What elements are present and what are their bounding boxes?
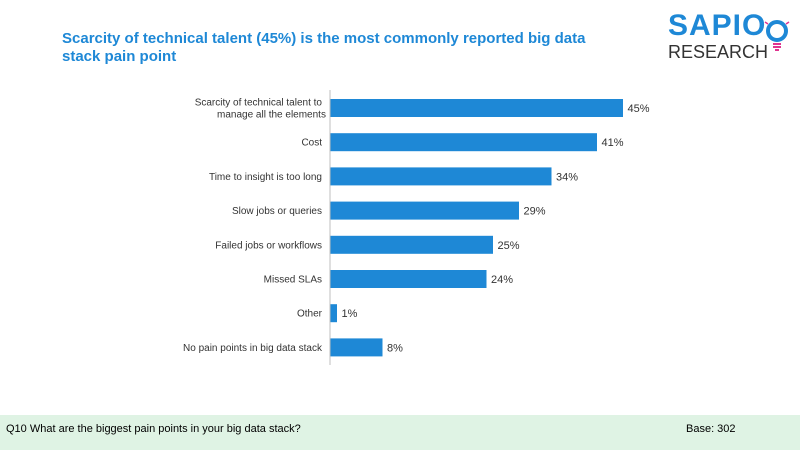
data-label: 34%	[556, 171, 578, 183]
data-label: 45%	[628, 103, 650, 115]
logo-text-bottom: RESEARCH	[668, 42, 769, 62]
bar	[330, 304, 337, 323]
page-title: Scarcity of technical talent (45%) is th…	[62, 30, 586, 65]
lightbulb-icon	[764, 20, 790, 51]
bar-chart: Scarcity of technical talent to manage al…	[183, 90, 650, 365]
data-label: 8%	[387, 342, 403, 354]
data-label: 25%	[498, 240, 520, 252]
bar	[330, 338, 383, 357]
category-label: Scarcity of technical talent to manage al…	[195, 98, 326, 121]
category-label: Slow jobs or queries	[232, 206, 322, 217]
bar	[330, 99, 623, 117]
data-label: 29%	[524, 206, 546, 218]
data-label: 1%	[342, 308, 358, 320]
survey-question: Q10 What are the biggest pain points in …	[6, 423, 301, 435]
footer-bar: Q10 What are the biggest pain points in …	[0, 415, 800, 450]
data-label: 41%	[602, 137, 624, 149]
bar	[330, 270, 487, 288]
category-label: Cost	[301, 138, 322, 149]
bar	[330, 133, 597, 152]
category-label: Missed SLAs	[264, 275, 322, 286]
category-label: Time to insight is too long	[209, 172, 322, 183]
category-label: No pain points in big data stack	[183, 343, 323, 354]
data-label: 24%	[491, 274, 513, 286]
bar	[330, 167, 552, 186]
sapio-research-logo: SAPIO RESEARCH	[668, 9, 790, 62]
bar	[330, 201, 519, 220]
bar	[330, 235, 493, 254]
category-label: Failed jobs or workflows	[215, 240, 322, 251]
base-count: Base: 302	[686, 423, 736, 435]
logo-text-top: SAPIO	[668, 9, 767, 42]
category-label: Other	[297, 309, 323, 320]
